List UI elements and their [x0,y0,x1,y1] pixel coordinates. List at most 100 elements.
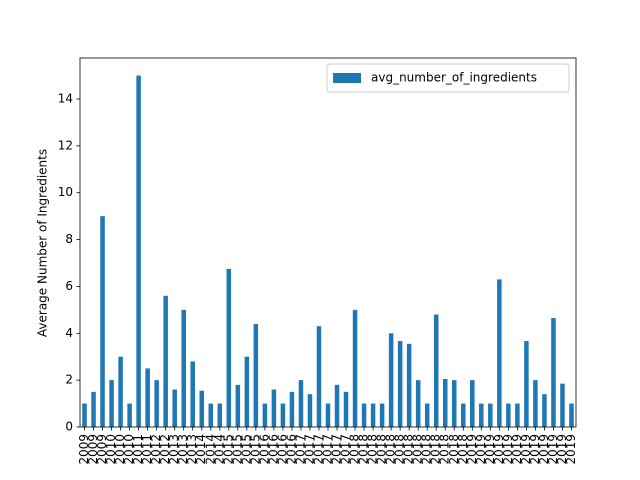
x-tick-label: 2019 [465,434,479,465]
x-tick-label: 2018 [429,434,443,465]
bar [307,394,313,427]
bar [569,403,574,427]
x-tick-label: 2016 [257,434,271,465]
bar [253,323,259,427]
bar [145,368,150,427]
bar [361,403,367,427]
bar [488,403,493,427]
bar [244,356,250,427]
bar [163,295,168,427]
bar [298,380,304,427]
bar [551,318,556,427]
bar [542,394,547,427]
bar [172,389,177,427]
bar [334,384,340,427]
x-tick-label: 2009 [95,434,109,465]
x-tick-label: 2018 [384,434,398,465]
bar [271,389,277,427]
x-tick-label: 2018 [402,434,416,465]
bar [442,378,448,427]
bar [461,403,466,427]
bar [515,403,520,427]
x-tick-label: 2014 [194,434,208,465]
x-tick-label: 2013 [167,434,181,465]
x-tick-label: 2018 [357,434,371,465]
x-tick-label: 2017 [302,434,316,465]
x-tick-label: 2009 [77,434,91,465]
x-tick-label: 2019 [537,434,551,465]
bar [154,380,159,427]
bar [118,356,123,427]
y-tick-label: 4 [65,326,73,340]
bar [397,341,403,427]
bar [91,391,96,427]
y-axis-label: Average Number of Ingredients [36,149,50,337]
bar [235,384,241,427]
bar [452,380,457,427]
bar [82,403,87,427]
x-tick-label: 2010 [113,434,127,465]
bar [406,343,412,427]
bar [424,403,430,427]
x-tick-label: 2018 [393,434,407,465]
x-tick-label: 2019 [474,434,488,465]
x-tick-label: 2017 [330,434,344,465]
bar [127,403,132,427]
x-tick-label: 2018 [420,434,434,465]
bar [352,309,358,427]
x-tick-label: 2009 [86,434,100,465]
x-tick-label: 2014 [212,434,226,465]
x-tick-label: 2018 [456,434,470,465]
y-tick-label: 12 [58,138,73,152]
x-tick-label: 2015 [221,434,235,465]
legend-label: avg_number_of_ingredients [371,71,537,85]
x-tick-label: 2018 [348,434,362,465]
y-tick-label: 0 [65,420,73,434]
x-tick-label: 2017 [321,434,335,465]
y-tick-label: 6 [65,279,73,293]
bar [506,403,511,427]
x-tick-label: 2018 [375,434,389,465]
x-tick-label: 2012 [158,434,172,465]
x-tick-label: 2016 [284,434,298,465]
x-tick-label: 2013 [176,434,190,465]
x-tick-label: 2016 [275,434,289,465]
bar [181,309,186,427]
bar [109,380,114,427]
x-tick-label: 2019 [501,434,515,465]
x-tick-label: 2014 [203,434,217,465]
bar [497,279,502,427]
bar [370,403,376,427]
bar [533,380,538,427]
x-tick-label: 2017 [311,434,325,465]
x-tick-label: 2018 [411,434,425,465]
y-tick-label: 14 [58,92,73,106]
bar [316,326,322,427]
x-tick-label: 2019 [492,434,506,465]
legend-box [326,63,570,93]
bar [226,268,232,427]
bar [560,383,565,427]
bar [433,314,439,427]
x-tick-label: 2018 [438,434,452,465]
axes-frame [79,57,577,428]
x-tick-label: 2018 [447,434,461,465]
x-tick-label: 2011 [131,434,145,465]
bar [190,361,195,427]
x-tick-label: 2011 [140,434,154,465]
bar [415,380,421,427]
bar [470,380,475,427]
legend-swatch [333,73,361,83]
x-tick-label: 2015 [230,434,244,465]
x-tick-label: 2015 [248,434,262,465]
x-tick-label: 2019 [528,434,542,465]
x-tick-label: 2010 [104,434,118,465]
x-tick-label: 2019 [483,434,497,465]
x-tick-label: 2019 [564,434,578,465]
x-tick-label: 2017 [339,434,353,465]
x-tick-label: 2019 [519,434,533,465]
bar [388,333,394,427]
bar [379,403,385,427]
bar [100,216,105,427]
